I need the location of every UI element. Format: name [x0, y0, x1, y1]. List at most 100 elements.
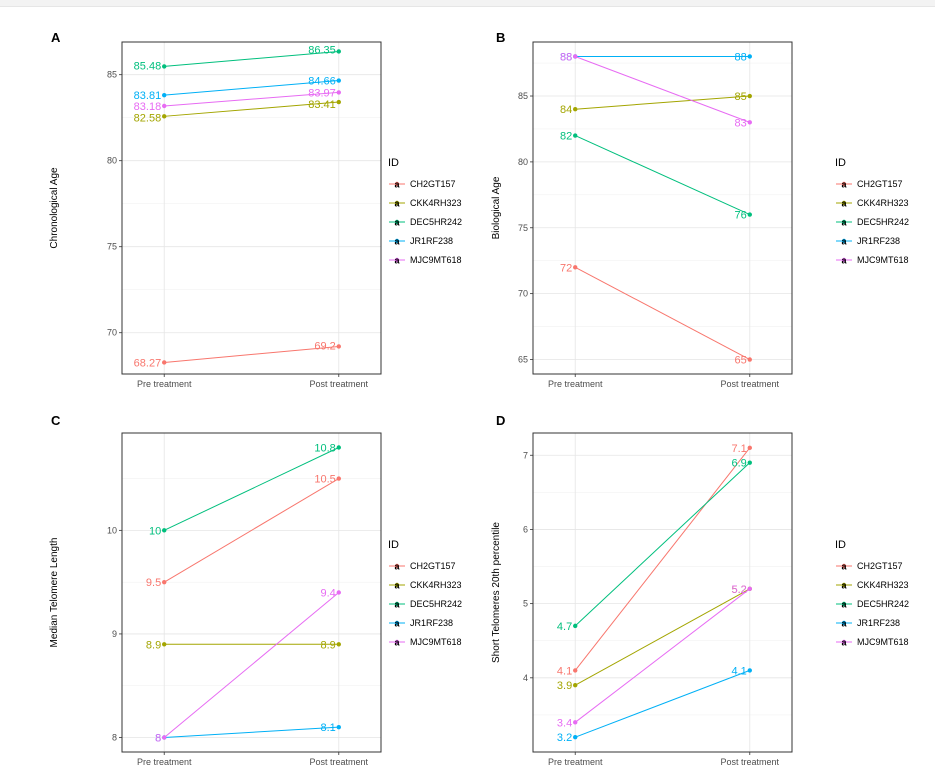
series-line: [574, 447, 751, 671]
plot-background: [122, 42, 381, 374]
data-point: [747, 445, 752, 451]
data-label: 65: [735, 355, 747, 367]
data-point: [573, 668, 578, 673]
legend-key-point: [841, 639, 847, 645]
data-label: 10: [149, 525, 161, 537]
legend-key-letter: a: [394, 581, 400, 591]
data-label: 69.2: [314, 340, 335, 352]
series-line: [575, 135, 750, 216]
data-point: [336, 445, 341, 450]
data-label: 3.4: [557, 717, 572, 729]
series-DEC5HR242: 82 76: [560, 131, 752, 222]
series-JR1RF238: 83.81 84.66: [134, 76, 341, 102]
legend-entry: a CKK4RH323: [836, 198, 909, 209]
legend-key-letter: a: [394, 256, 400, 266]
series-line: [574, 588, 751, 686]
data-point: [336, 642, 341, 647]
legend-label: MJC9MT618: [410, 637, 462, 647]
series-line: [164, 447, 339, 531]
legend-key-point: [841, 601, 847, 607]
legend-key-point: [394, 620, 400, 626]
data-label: 8.9: [146, 639, 161, 651]
data-point: [336, 590, 341, 595]
legend-entry: a DEC5HR242: [836, 599, 909, 610]
data-point: [747, 460, 752, 465]
data-point: [747, 357, 752, 362]
legend-key-letter: a: [841, 638, 847, 648]
data-point: [573, 683, 578, 688]
data-point: [747, 93, 752, 99]
y-tick-label: 10: [107, 525, 117, 535]
data-label: 85: [735, 91, 747, 103]
data-label: 5.2: [731, 584, 746, 596]
series-DEC5HR242: 10 10.8: [149, 443, 341, 537]
legend-key-point: [394, 219, 400, 225]
data-label: 8: [155, 733, 161, 745]
data-point: [336, 49, 341, 54]
series-MJC9MT618: 3.4 5.2: [557, 584, 752, 729]
data-label: 72: [560, 262, 572, 274]
data-point: [573, 734, 578, 740]
data-label: 6.9: [731, 458, 746, 470]
legend-key-letter: a: [394, 218, 400, 228]
y-tick-label: 5: [523, 599, 528, 609]
x-tick-label: Post treatment: [310, 757, 369, 767]
series-line: [164, 345, 339, 363]
legend-key-point: [394, 238, 400, 244]
plot-background: [533, 433, 792, 752]
series-MJC9MT618: 83.18 83.97: [134, 87, 341, 113]
legend-key-letter: a: [841, 581, 847, 591]
legend-label: DEC5HR242: [410, 599, 462, 609]
y-tick-label: 80: [518, 157, 528, 167]
legend-entry: a MJC9MT618: [836, 637, 909, 648]
series-CKK4RH323: 8.9 8.9: [146, 639, 341, 651]
legend-label: CKK4RH323: [857, 580, 909, 590]
data-label: 10.8: [314, 443, 335, 455]
data-point: [162, 579, 167, 585]
legend-entry: a DEC5HR242: [836, 217, 909, 228]
data-label: 83.41: [308, 99, 336, 111]
y-tick-label: 65: [518, 355, 528, 365]
legend-entry: a JR1RF238: [836, 236, 900, 247]
y-tick-label: 85: [518, 91, 528, 101]
legend-key-point: [841, 620, 847, 626]
series-MJC9MT618: 88 83: [560, 51, 752, 129]
data-point: [573, 54, 578, 59]
y-tick-label: 9: [112, 629, 117, 639]
legend-entry: a DEC5HR242: [389, 599, 462, 610]
legend-label: JR1RF238: [410, 236, 453, 246]
legend-key-letter: a: [841, 218, 847, 228]
y-tick-label: 6: [523, 524, 528, 534]
data-label: 82: [560, 131, 572, 143]
legend-entry: a CH2GT157: [836, 179, 903, 190]
x-tick-label: Pre treatment: [548, 379, 603, 389]
series-CH2GT157: 9.5 10.5: [146, 474, 341, 589]
data-point: [573, 106, 578, 112]
series-CKK4RH323: 84 85: [560, 91, 752, 116]
legend-entry: a MJC9MT618: [836, 255, 909, 266]
series-line: [574, 462, 751, 627]
legend-key-letter: a: [841, 619, 847, 629]
x-tick-label: Post treatment: [721, 757, 780, 767]
legend-key-letter: a: [394, 237, 400, 247]
legend-key-letter: a: [841, 256, 847, 266]
legend-entry: a CH2GT157: [389, 561, 456, 572]
y-tick-label: 75: [107, 242, 117, 252]
legend-key-point: [841, 257, 847, 263]
data-point: [573, 265, 578, 270]
legend-key-letter: a: [394, 180, 400, 190]
legend-label: JR1RF238: [410, 618, 453, 628]
plot-background: [122, 433, 381, 752]
legend-key-point: [841, 181, 847, 187]
data-point: [336, 476, 341, 481]
data-point: [162, 92, 167, 98]
data-point: [336, 99, 341, 105]
y-tick-label: 85: [107, 70, 117, 80]
legend-label: CH2GT157: [410, 179, 456, 189]
data-label: 83.97: [308, 87, 336, 99]
panel-letter: D: [496, 413, 505, 428]
data-label: 8: [155, 733, 161, 745]
series-line: [163, 478, 340, 583]
legend-entry: a CH2GT157: [836, 561, 903, 572]
legend-key-letter: a: [394, 199, 400, 209]
